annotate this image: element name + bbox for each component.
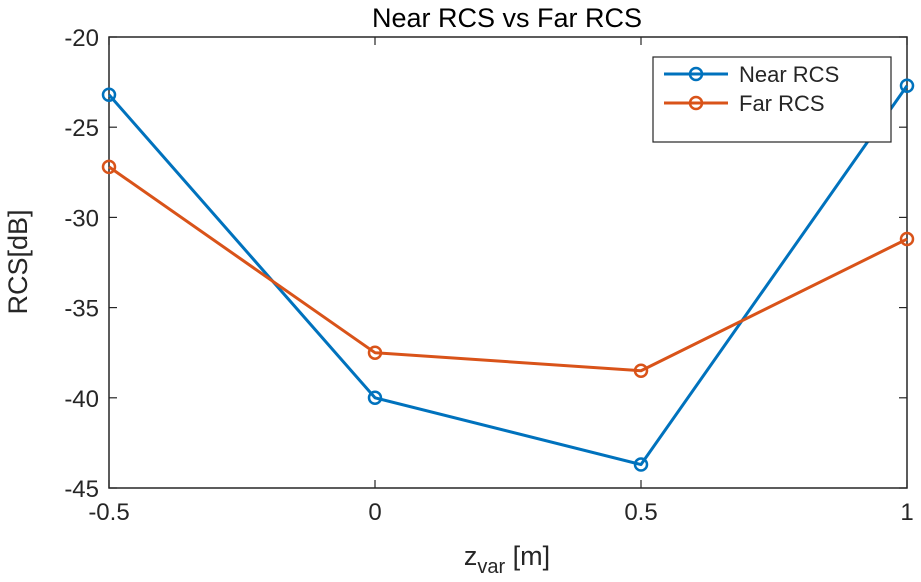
- x-axis-label-subscript: var: [477, 556, 505, 578]
- series-line-near-rcs: [107, 84, 909, 467]
- data-point-near-rcs: [633, 457, 649, 472]
- x-tick-label: 1: [900, 499, 913, 526]
- x-tick-label: 0: [368, 499, 381, 526]
- data-point-near-rcs: [101, 87, 117, 102]
- x-axis-label-unit: [m]: [505, 541, 550, 571]
- legend: Near RCS Far RCS: [652, 56, 892, 143]
- chart-title: Near RCS vs Far RCS: [372, 3, 642, 33]
- data-point-far-rcs: [101, 159, 117, 175]
- x-tick-label: 0.5: [624, 499, 657, 526]
- legend-label-far-rcs: Far RCS: [739, 91, 825, 116]
- y-tick-label: -25: [64, 115, 99, 142]
- x-tick-label: -0.5: [88, 499, 129, 526]
- x-axis: -0.5 0 0.5 1: [88, 37, 914, 526]
- legend-marker-far-rcs: [688, 95, 704, 111]
- y-tick-label: -30: [64, 205, 99, 232]
- y-axis-label: RCS[dB]: [3, 209, 33, 314]
- y-tick-label: -45: [64, 476, 99, 503]
- series-layer: [101, 78, 915, 472]
- y-tick-label: -20: [64, 25, 99, 52]
- data-point-far-rcs: [367, 345, 383, 360]
- x-axis-label: zvar [m]: [464, 541, 550, 578]
- data-point-near-rcs: [899, 78, 915, 93]
- series-line-far-rcs: [108, 165, 908, 373]
- y-tick-label: -35: [64, 296, 99, 323]
- legend-label-near-rcs: Near RCS: [739, 62, 839, 87]
- x-axis-label-main: z: [464, 541, 478, 571]
- data-point-far-rcs: [633, 363, 649, 378]
- y-tick-label: -40: [64, 386, 99, 413]
- data-point-near-rcs: [367, 390, 383, 406]
- data-point-far-rcs: [899, 231, 915, 247]
- legend-marker-near-rcs: [688, 66, 704, 82]
- y-axis: -20 -25 -30 -35 -40 -45: [64, 25, 907, 503]
